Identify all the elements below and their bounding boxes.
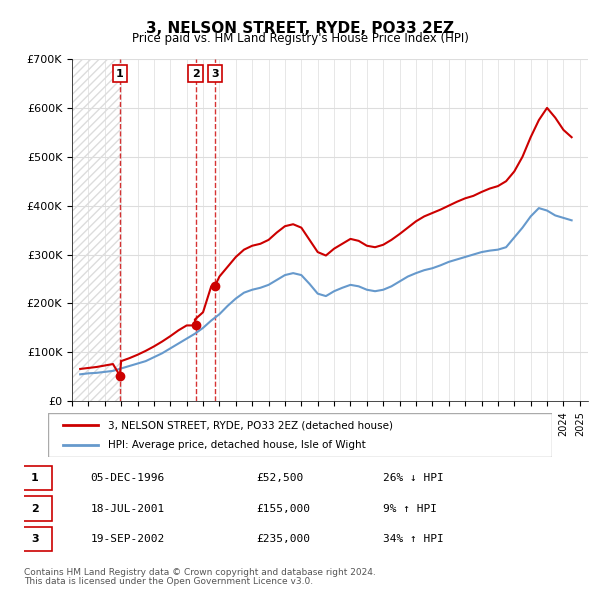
Text: 05-DEC-1996: 05-DEC-1996 (90, 473, 164, 483)
Text: 2: 2 (191, 68, 199, 78)
Text: 26% ↓ HPI: 26% ↓ HPI (383, 473, 443, 483)
Text: 1: 1 (116, 68, 124, 78)
Text: £52,500: £52,500 (256, 473, 303, 483)
Text: 3, NELSON STREET, RYDE, PO33 2EZ (detached house): 3, NELSON STREET, RYDE, PO33 2EZ (detach… (109, 421, 394, 430)
Text: £235,000: £235,000 (256, 535, 310, 545)
Text: This data is licensed under the Open Government Licence v3.0.: This data is licensed under the Open Gov… (24, 577, 313, 586)
FancyBboxPatch shape (21, 526, 52, 551)
FancyBboxPatch shape (48, 413, 552, 457)
Text: 9% ↑ HPI: 9% ↑ HPI (383, 504, 437, 514)
Text: Price paid vs. HM Land Registry's House Price Index (HPI): Price paid vs. HM Land Registry's House … (131, 32, 469, 45)
Bar (72, 59, 121, 401)
Text: 2: 2 (31, 504, 39, 514)
FancyBboxPatch shape (21, 496, 52, 521)
FancyBboxPatch shape (21, 466, 52, 490)
Text: 34% ↑ HPI: 34% ↑ HPI (383, 535, 443, 545)
Text: Contains HM Land Registry data © Crown copyright and database right 2024.: Contains HM Land Registry data © Crown c… (24, 568, 376, 576)
Text: 18-JUL-2001: 18-JUL-2001 (90, 504, 164, 514)
Text: £155,000: £155,000 (256, 504, 310, 514)
Text: HPI: Average price, detached house, Isle of Wight: HPI: Average price, detached house, Isle… (109, 440, 366, 450)
Text: 3, NELSON STREET, RYDE, PO33 2EZ: 3, NELSON STREET, RYDE, PO33 2EZ (146, 21, 454, 35)
Text: 3: 3 (31, 535, 39, 545)
Text: 1: 1 (31, 473, 39, 483)
Text: 3: 3 (211, 68, 218, 78)
Text: 19-SEP-2002: 19-SEP-2002 (90, 535, 164, 545)
